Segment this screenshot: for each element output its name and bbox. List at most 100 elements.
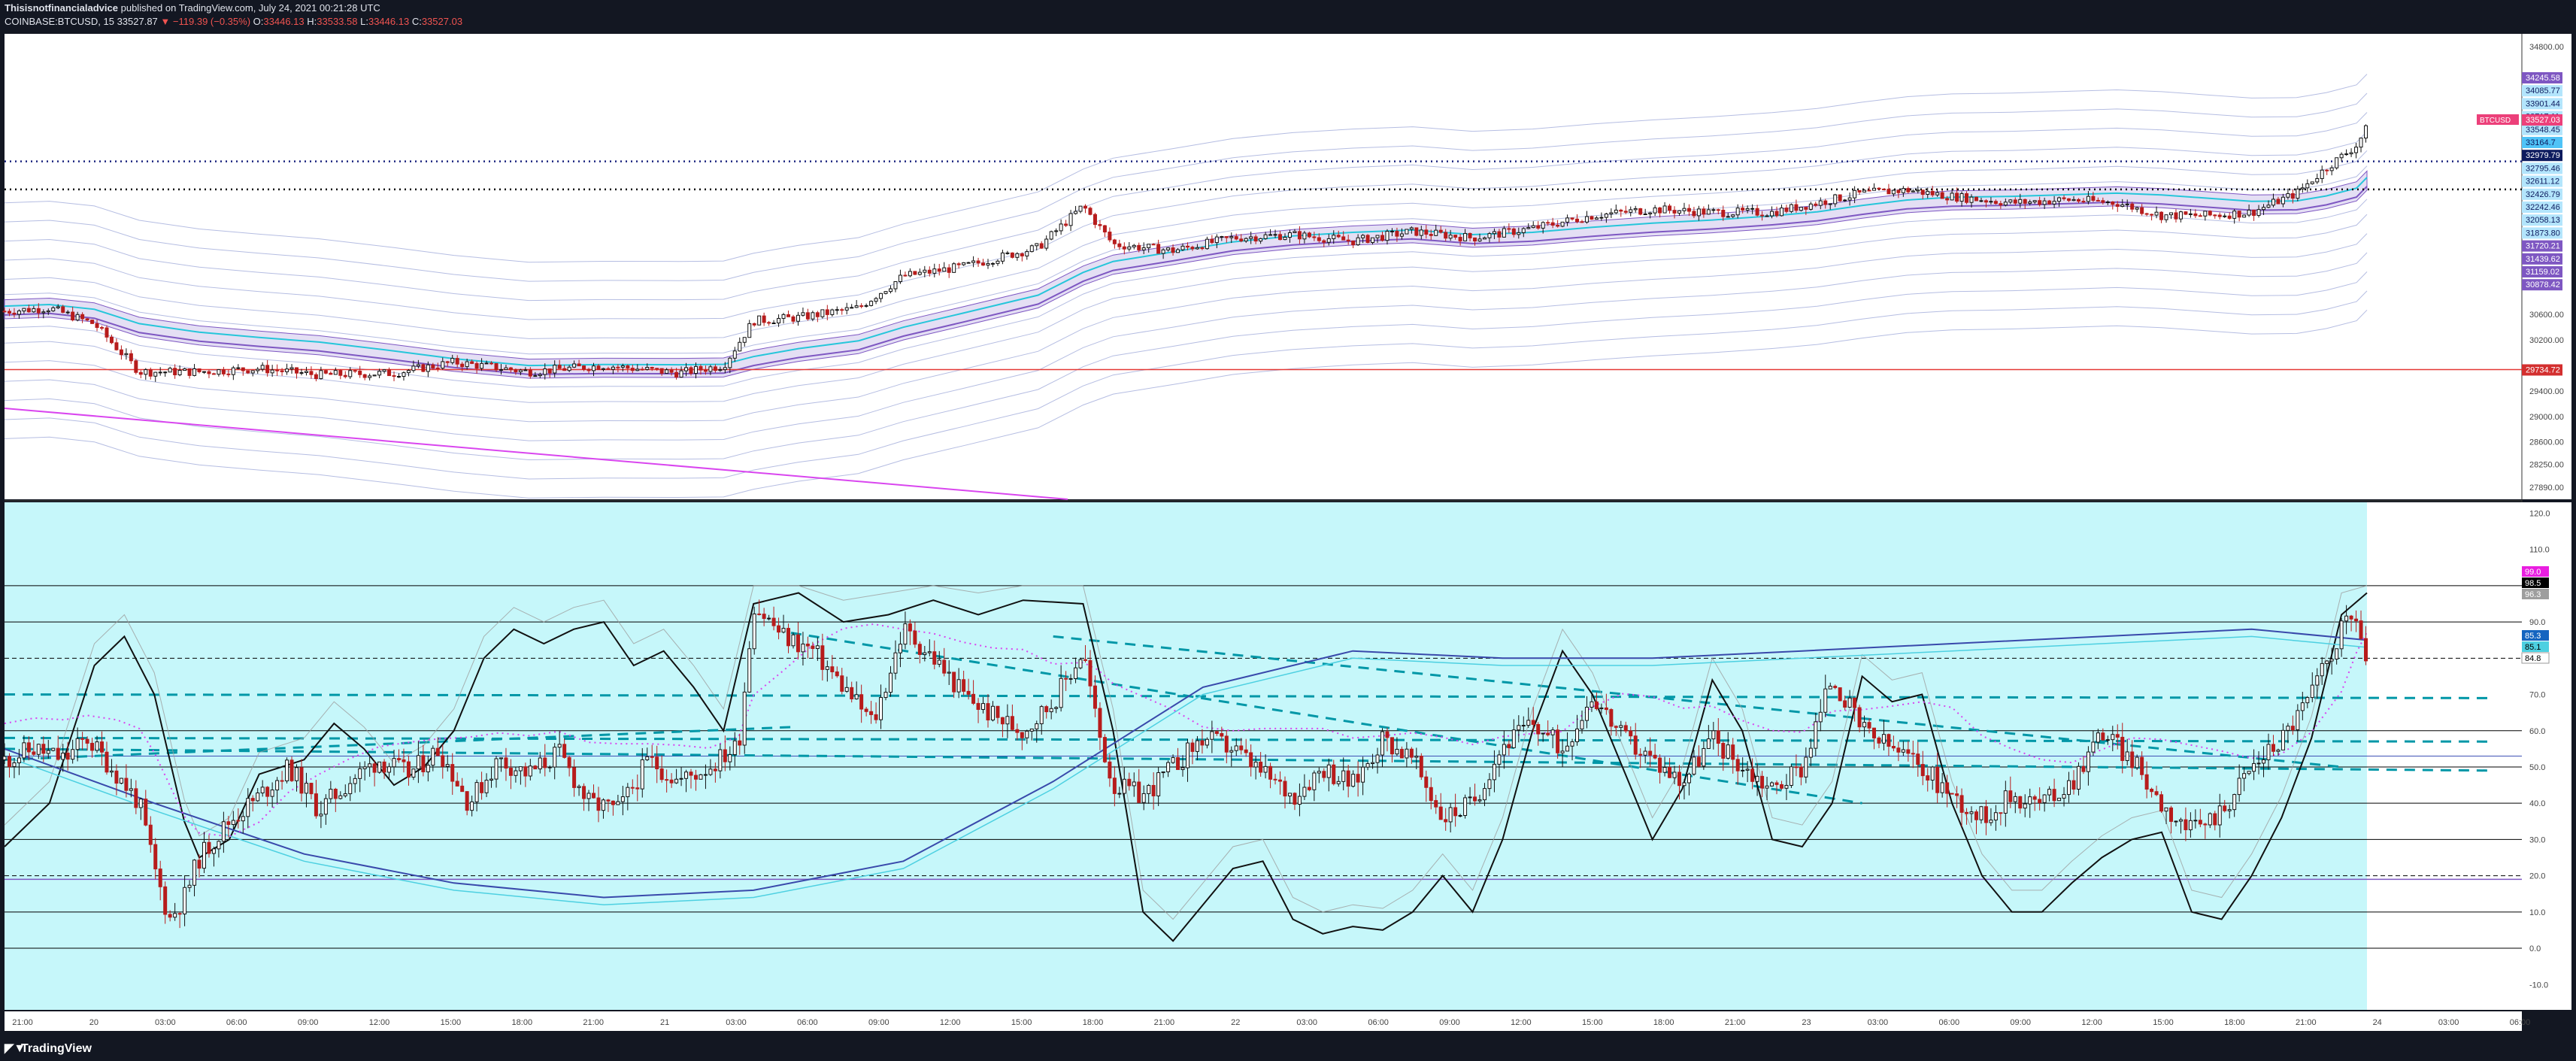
candle-body [893, 281, 898, 290]
osc-candle-body [732, 740, 737, 756]
candle-body [1390, 230, 1394, 232]
candle-body [815, 312, 820, 317]
candle-body [265, 365, 270, 374]
candle-body [2164, 214, 2168, 220]
osc-candle-body [1706, 738, 1711, 749]
osc-candle-body [1531, 720, 1535, 725]
candle-body [1127, 246, 1132, 250]
author-name[interactable]: Thisisnotfinancialadvice [5, 2, 118, 14]
price-level-tag-text: 33548.45 [2526, 126, 2560, 135]
candle-body [1371, 237, 1375, 243]
candle-body [1487, 233, 1492, 238]
symbol-label[interactable]: COINBASE:BTCUSD, 15 [5, 16, 114, 27]
candle-body [762, 315, 766, 323]
time-axis[interactable]: 21:00 20 03:00 06:00 09:00 12:00 15:00 18:00 21:… [5, 1011, 2530, 1031]
osc-candle-body [1969, 811, 1974, 814]
candle-body [2125, 203, 2129, 205]
osc-candle-body [567, 756, 571, 768]
candle-body [1517, 232, 1521, 235]
osc-candle-body [1307, 787, 1311, 790]
osc-candle-body [402, 759, 406, 762]
osc-candle-body [699, 774, 703, 780]
osc-candle-body [2101, 732, 2105, 741]
osc-candle-body [962, 679, 966, 692]
tradingview-brand[interactable]: ◤▼TradingView [5, 1041, 92, 1056]
osc-candle-body [650, 756, 654, 758]
candle-body [1614, 209, 1618, 214]
osc-candle-body [1760, 775, 1765, 789]
candle-body [1210, 238, 1214, 244]
oscillator-pane[interactable]: 120.0110.090.080.070.060.050.040.030.020… [2, 502, 2571, 1010]
candle-body [986, 262, 990, 266]
candle-body [1224, 236, 1229, 238]
candle-body [256, 368, 260, 371]
candle-body [567, 366, 571, 371]
osc-candle-body [820, 645, 825, 670]
candle-body [173, 368, 177, 376]
osc-candle-body [2071, 780, 2076, 790]
candle-body [158, 371, 162, 374]
candle-body [1083, 205, 1088, 209]
candle-body [2364, 125, 2368, 139]
time-tick-label: 21 [660, 1018, 669, 1027]
candle-body [1959, 193, 1964, 202]
osc-level-tag-text: 96.3 [2525, 590, 2541, 599]
osc-candle-body [1200, 740, 1205, 746]
osc-candle-body [435, 747, 440, 756]
osc-candle-body [1487, 779, 1492, 790]
osc-candle-body [2023, 803, 2027, 809]
osc-candle-body [2290, 726, 2295, 731]
candle-body [499, 369, 503, 371]
candle-body [1429, 234, 1433, 236]
osc-candle-body [1658, 757, 1662, 773]
candle-body [2096, 199, 2100, 202]
price-change: −119.39 (−0.35%) [172, 16, 251, 27]
osc-candle-body [883, 692, 888, 699]
candle-body [1853, 189, 1857, 199]
osc-candle-body [815, 645, 820, 650]
osc-level-tag-text: 85.1 [2525, 643, 2541, 652]
time-tick-label: 21:00 [583, 1018, 604, 1027]
osc-candle-body [1375, 754, 1380, 763]
candle-body [465, 361, 469, 368]
osc-candle-body [105, 751, 109, 773]
candle-body [528, 369, 532, 377]
candle-body [1332, 235, 1336, 239]
candle-body [1692, 211, 1696, 217]
candle-body [80, 314, 85, 320]
candle-body [144, 369, 148, 375]
candle-body [1955, 192, 1959, 202]
price-level-tag [2522, 227, 2562, 239]
candle-body [1015, 253, 1020, 258]
osc-candle-body [1434, 800, 1438, 808]
candle-body [1049, 231, 1053, 240]
osc-candle-body [630, 787, 635, 789]
candle-body [2086, 196, 2090, 202]
price-level-tag-text: 33164.7 [2526, 138, 2556, 147]
candle-body [7, 311, 11, 314]
candle-body [2335, 157, 2339, 168]
envelope-line [4, 112, 2368, 302]
osc-candle-body [1137, 781, 1141, 803]
time-tick-label: 21:00 [1154, 1018, 1175, 1027]
osc-candle-body [1473, 796, 1477, 802]
time-tick-label: 09:00 [1439, 1018, 1460, 1027]
price-level-tag [2522, 240, 2562, 252]
price-pane[interactable]: 34800.00 30600.00 30200.00 29400.00 29000.00… [2, 34, 2571, 1010]
osc-candle-body [12, 762, 17, 767]
candle-body [1560, 221, 1565, 227]
osc-candle-body [2193, 820, 2198, 822]
osc-candle-body [2315, 675, 2320, 686]
osc-candle-body [1731, 744, 1735, 760]
price-level-tag [2522, 137, 2562, 148]
candle-body [630, 368, 635, 371]
candle-body [586, 368, 591, 371]
candle-body [1088, 208, 1093, 215]
osc-candle-body [148, 824, 153, 845]
candle-body [1341, 236, 1346, 241]
osc-candle-body [854, 694, 859, 699]
osc-candle-body [606, 799, 611, 802]
candle-body [1326, 238, 1331, 243]
price-level-tag-text: 32426.79 [2526, 190, 2560, 199]
